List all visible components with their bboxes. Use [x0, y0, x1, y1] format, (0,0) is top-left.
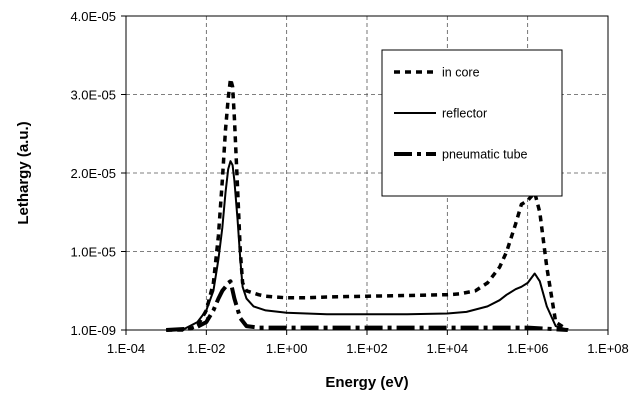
y-tick-label: 1.0E-05 — [70, 245, 116, 260]
y-tick-label: 1.0E-09 — [70, 323, 116, 338]
x-tick-label: 1.E+04 — [427, 341, 469, 356]
legend-label-pneumatic-tube: pneumatic tube — [442, 148, 528, 162]
x-tick-label: 1.E-04 — [107, 341, 145, 356]
series-pneumatic-tube — [166, 279, 568, 332]
legend-box — [381, 49, 563, 197]
plot-area-frame — [125, 15, 609, 331]
y-tick-label: 2.0E-05 — [70, 166, 116, 181]
legend: in core reflector pneumatic tube — [381, 49, 563, 197]
x-axis-title: Energy (eV) — [325, 374, 408, 391]
tick-labels: 1.E-04 1.E-02 1.E+00 1.E+02 1.E+04 1.E+06 1.E+… — [70, 9, 628, 356]
legend-entries: in core reflector pneumatic tube — [394, 66, 528, 162]
legend-label-in-core: in core — [442, 66, 480, 80]
y-axis-title: Lethargy (a.u.) — [15, 121, 32, 224]
y-tick-label: 3.0E-05 — [70, 88, 116, 103]
legend-label-reflector: reflector — [442, 107, 487, 121]
series-reflector — [166, 160, 569, 331]
x-tick-label: 1.E+00 — [266, 341, 308, 356]
series-layer — [166, 77, 569, 332]
x-tick-label: 1.E+02 — [346, 341, 388, 356]
y-tick-label: 4.0E-05 — [70, 9, 116, 24]
x-tick-label: 1.E-02 — [187, 341, 225, 356]
x-tick-label: 1.E+06 — [507, 341, 549, 356]
x-tick-label: 1.E+08 — [587, 341, 629, 356]
